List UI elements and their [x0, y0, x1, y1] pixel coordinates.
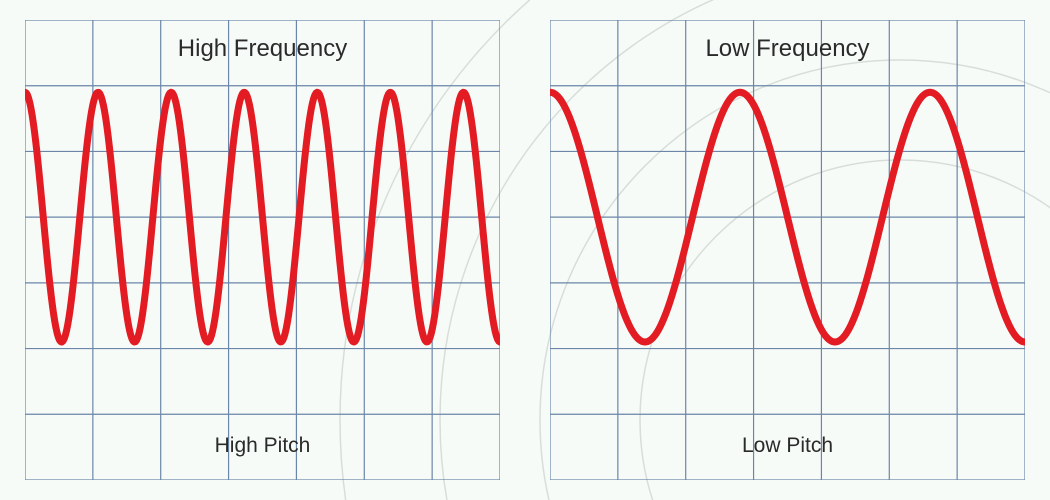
grid-wave-high	[25, 20, 500, 480]
panel-high-frequency: High Frequency High Pitch	[25, 20, 500, 480]
subtitle-high: High Pitch	[25, 434, 500, 458]
panels-container: High Frequency High Pitch Low Frequency …	[0, 0, 1050, 500]
subtitle-low: Low Pitch	[550, 434, 1025, 458]
panel-low-frequency: Low Frequency Low Pitch	[550, 20, 1025, 480]
title-high: High Frequency	[25, 35, 500, 63]
grid-wave-low	[550, 20, 1025, 480]
title-low: Low Frequency	[550, 35, 1025, 63]
